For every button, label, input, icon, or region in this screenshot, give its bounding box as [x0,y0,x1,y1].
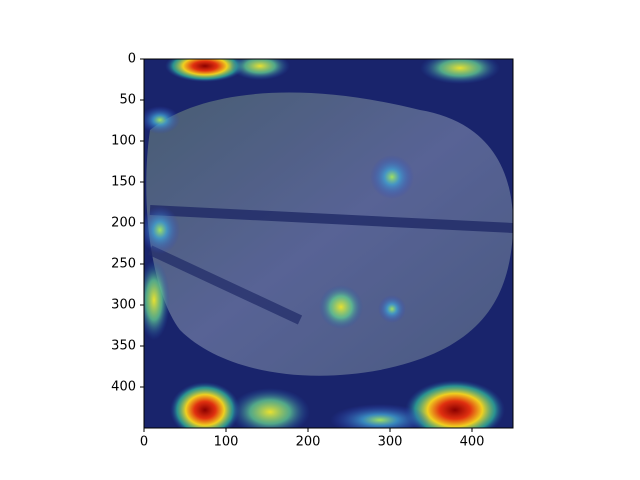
x-tick-label: 400 [460,435,485,450]
y-tick-label: 350 [111,339,136,354]
y-tick-label: 300 [111,298,136,313]
axes-frame [143,58,514,429]
y-tick-label: 100 [111,134,136,149]
x-tick-label: 200 [296,435,321,450]
y-tick-label: 250 [111,257,136,272]
x-tick-label: 100 [214,435,239,450]
y-tick-label: 0 [128,52,136,67]
x-tick-label: 300 [378,435,403,450]
y-tick-label: 200 [111,216,136,231]
y-tick-label: 400 [111,380,136,395]
y-tick-label: 150 [111,175,136,190]
x-tick-label: 0 [140,435,148,450]
image [144,59,513,428]
y-tick-label: 50 [119,93,136,108]
